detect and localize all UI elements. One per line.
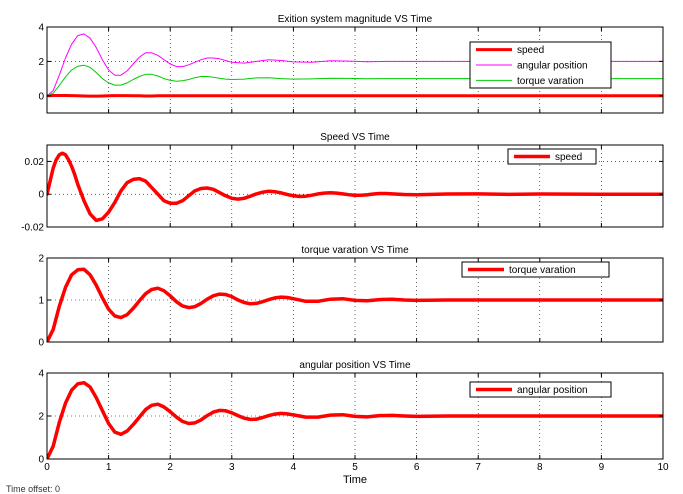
series-line-torque-varation <box>47 267 663 342</box>
legend: angular position <box>469 381 612 398</box>
legend-label: torque varation <box>509 265 576 276</box>
subplot-3: 0 1 2 torque varation VS Time torque varatio… <box>38 245 664 349</box>
x-tick-label: 7 <box>475 462 481 473</box>
y-tick-label: -0.02 <box>21 223 44 234</box>
y-tick-label: 0 <box>38 455 44 466</box>
legend: speed angular position torque varation <box>469 41 612 89</box>
legend: speed <box>507 148 597 165</box>
subplot-title: torque varation VS Time <box>301 245 409 256</box>
legend-box <box>469 381 612 398</box>
y-tick-label: 2 <box>38 57 44 68</box>
legend-label: angular position <box>517 61 588 72</box>
subplot-title: angular position VS Time <box>299 360 411 371</box>
x-axis-label: Time <box>343 474 367 486</box>
x-tick-label: 9 <box>599 462 605 473</box>
x-tick-label: 10 <box>657 462 669 473</box>
subplot-2: -0.02 0 0.02 Speed VS Time speed <box>21 132 664 234</box>
legend-label: torque varation <box>517 76 584 87</box>
legend: torque varation <box>461 261 610 278</box>
y-tick-label: 4 <box>38 369 44 380</box>
legend-box <box>461 261 610 278</box>
y-tick-label: 0.02 <box>25 157 45 168</box>
x-tick-label: 8 <box>537 462 543 473</box>
subplot-title: Speed VS Time <box>320 132 390 143</box>
y-tick-label: 0 <box>38 190 44 201</box>
x-tick-label: 2 <box>167 462 173 473</box>
series-line-torque-varation <box>47 64 663 97</box>
y-tick-label: 0 <box>38 338 44 349</box>
subplot-4: 0 1 2 3 4 5 6 7 8 9 10 0 2 4 angular position VS Time T… <box>38 360 669 486</box>
series-line-angular-position <box>47 33 663 97</box>
subplot-1: 0 2 4 Exition system magnitude VS Time speed… <box>38 14 664 114</box>
x-tick-label: 6 <box>414 462 420 473</box>
x-tick-label: 3 <box>229 462 235 473</box>
legend-label: speed <box>555 152 582 163</box>
subplot-title: Exition system magnitude VS Time <box>278 14 433 25</box>
legend-label: angular position <box>517 385 588 396</box>
y-tick-label: 2 <box>38 412 44 423</box>
x-tick-label: 0 <box>44 462 50 473</box>
legend-label: speed <box>517 45 544 56</box>
x-tick-label: 5 <box>352 462 358 473</box>
y-tick-label: 4 <box>38 23 44 34</box>
y-tick-label: 1 <box>38 296 44 307</box>
series-line-speed <box>47 151 663 223</box>
legend-box <box>507 148 597 165</box>
y-tick-label: 0 <box>38 91 44 102</box>
x-tick-label: 1 <box>106 462 112 473</box>
y-tick-label: 2 <box>38 254 44 265</box>
series-line-speed <box>47 94 663 98</box>
time-offset-note: Time offset: 0 <box>6 484 61 494</box>
series-line-angular-position <box>47 380 663 459</box>
x-tick-label: 4 <box>291 462 297 473</box>
